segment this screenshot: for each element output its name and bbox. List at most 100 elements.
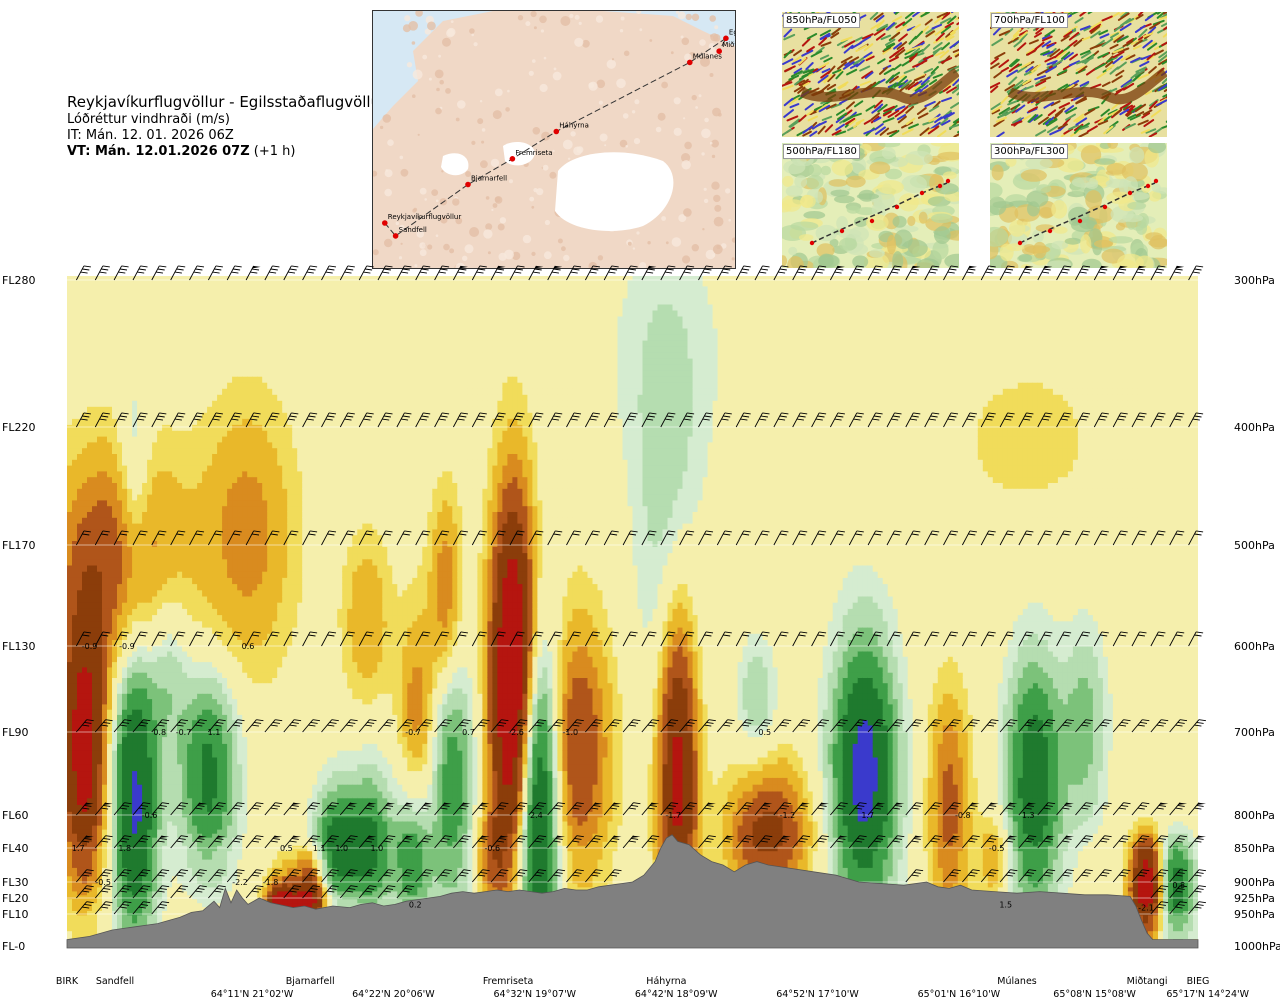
field-cell xyxy=(132,279,138,287)
field-cell xyxy=(242,709,248,715)
field-cell xyxy=(202,523,208,530)
field-cell xyxy=(252,790,258,799)
field-cell xyxy=(162,534,168,541)
field-cell xyxy=(117,540,123,547)
field-cell xyxy=(267,571,273,578)
field-cell xyxy=(252,505,258,512)
field-cell xyxy=(117,682,123,689)
field-cell xyxy=(72,824,78,830)
field-cell xyxy=(142,698,148,705)
field-cell xyxy=(102,841,108,846)
field-cell xyxy=(92,558,98,566)
field-cell xyxy=(252,639,258,647)
field-cell xyxy=(212,763,218,772)
field-cell xyxy=(247,412,253,419)
field-cell xyxy=(92,709,98,715)
field-cell xyxy=(272,552,278,560)
field-cell xyxy=(157,334,163,341)
field-cell xyxy=(77,447,83,454)
field-cell xyxy=(272,488,278,495)
field-cell xyxy=(122,406,128,413)
field-cell xyxy=(82,672,88,678)
field-cell xyxy=(72,833,78,838)
field-cell xyxy=(177,571,183,578)
field-cell xyxy=(202,709,208,715)
field-cell xyxy=(97,346,103,353)
field-cell xyxy=(272,886,278,892)
field-cell xyxy=(192,875,198,884)
field-cell xyxy=(152,645,158,652)
field-cell xyxy=(217,661,223,668)
field-cell xyxy=(152,850,158,860)
field-cell xyxy=(137,424,143,431)
field-cell xyxy=(97,540,103,547)
field-cell xyxy=(267,666,273,673)
field-cell xyxy=(267,436,273,443)
field-cell xyxy=(267,804,273,812)
field-cell xyxy=(122,488,128,495)
field-cell xyxy=(182,346,188,353)
field-cell xyxy=(262,790,268,799)
field-cell xyxy=(167,777,173,785)
field-cell xyxy=(197,370,203,377)
field-cell xyxy=(247,453,253,460)
field-cell xyxy=(72,465,78,472)
field-cell xyxy=(117,829,123,834)
field-cell xyxy=(162,583,168,591)
field-cell xyxy=(207,730,213,738)
field-cell xyxy=(177,297,183,305)
field-cell xyxy=(252,376,258,383)
field-cell xyxy=(107,482,113,489)
field-cell xyxy=(252,430,258,437)
field-cell xyxy=(82,886,88,892)
field-cell xyxy=(137,276,143,281)
field-cell xyxy=(267,358,273,365)
field-cell xyxy=(222,743,228,751)
field-cell xyxy=(237,340,243,347)
field-cell xyxy=(272,693,278,700)
field-cell xyxy=(217,797,223,805)
field-cell xyxy=(137,340,143,347)
field-cell xyxy=(67,811,73,818)
field-cell xyxy=(87,424,93,431)
field-cell xyxy=(232,276,238,281)
field-cell xyxy=(212,824,218,830)
field-cell xyxy=(227,412,233,419)
field-cell xyxy=(152,682,158,689)
field-cell xyxy=(232,645,238,652)
field-cell xyxy=(252,453,258,460)
field-cell xyxy=(77,476,83,483)
field-cell xyxy=(192,698,198,705)
field-cell xyxy=(232,620,238,628)
field-cell xyxy=(97,820,103,826)
field-cell xyxy=(192,677,198,684)
field-cell xyxy=(87,639,93,647)
field-cell xyxy=(232,453,238,460)
field-cell xyxy=(97,276,103,281)
field-cell xyxy=(207,412,213,419)
field-cell xyxy=(137,770,143,778)
field-cell xyxy=(242,424,248,431)
field-cell xyxy=(207,824,213,830)
field-cell xyxy=(227,528,233,536)
field-cell xyxy=(177,804,183,812)
field-cell xyxy=(262,763,268,772)
field-cell xyxy=(117,672,123,678)
field-cell xyxy=(72,698,78,705)
lead-time: (+1 h) xyxy=(254,144,296,159)
field-cell xyxy=(147,376,153,383)
field-cell xyxy=(182,488,188,495)
field-cell xyxy=(177,436,183,443)
field-cell xyxy=(147,816,153,822)
field-cell xyxy=(142,291,148,299)
field-cell xyxy=(132,850,138,860)
field-cell xyxy=(152,804,158,812)
field-cell xyxy=(242,890,248,896)
field-cell xyxy=(187,672,193,678)
field-cell xyxy=(242,882,248,888)
field-cell xyxy=(192,564,198,572)
field-cell xyxy=(167,672,173,678)
field-cell xyxy=(87,465,93,472)
field-cell xyxy=(97,309,103,317)
field-cell xyxy=(252,418,258,425)
